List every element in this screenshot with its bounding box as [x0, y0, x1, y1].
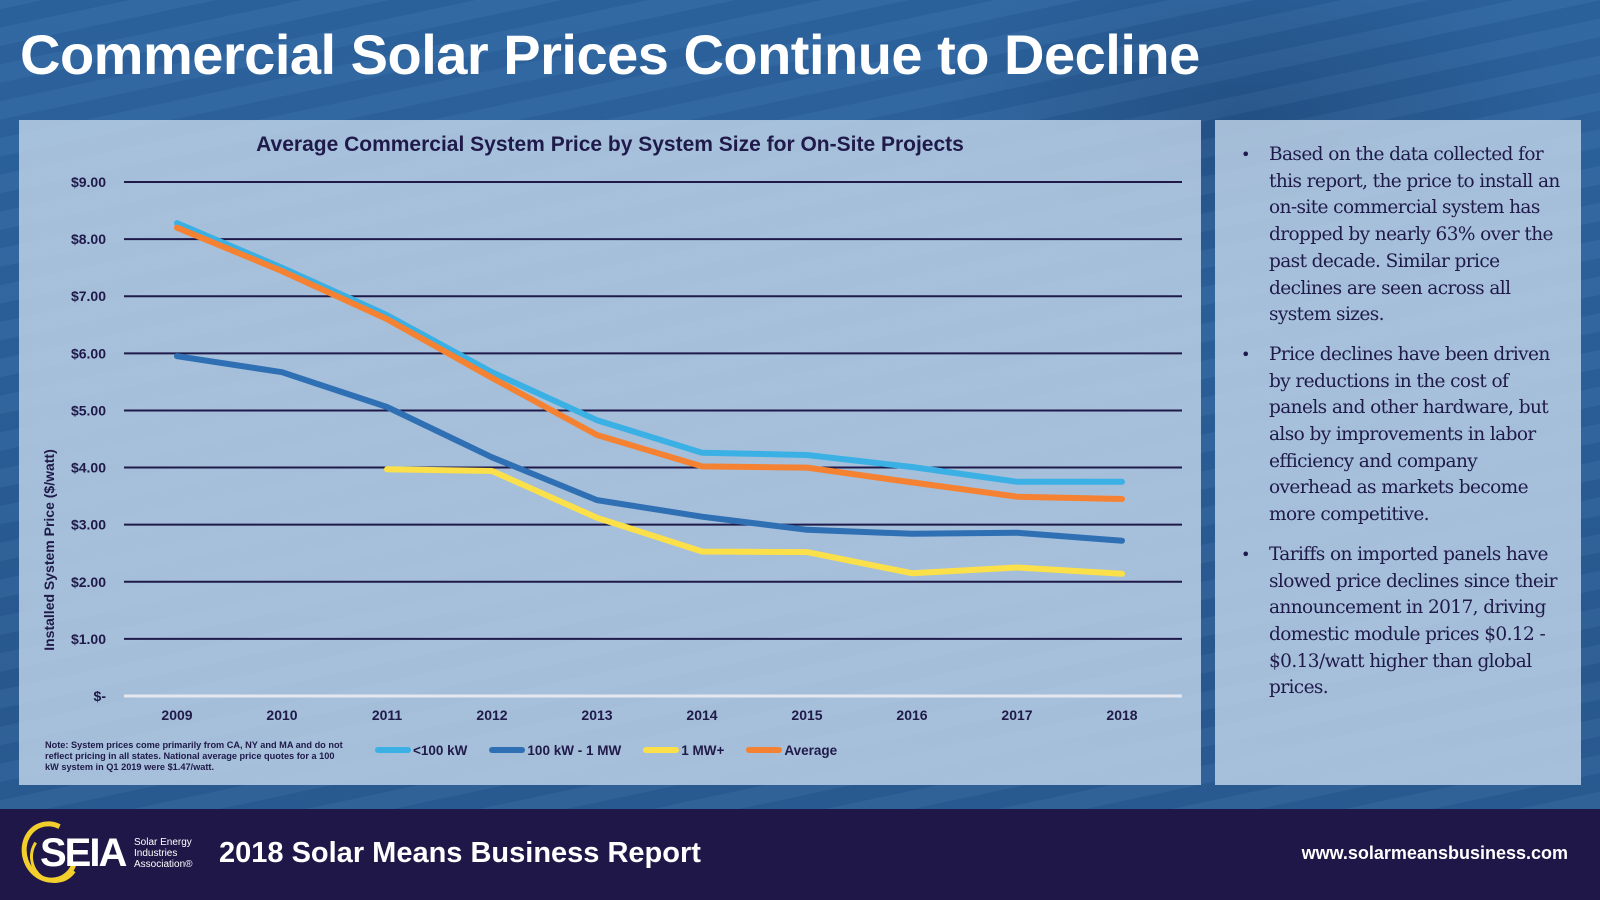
bullet-icon: •	[1241, 344, 1250, 364]
line-chart: $- $1.00 $2.00 $3.00 $4.00 $5.00 $6.00 $7.00 $8.…	[71, 174, 1182, 723]
bullet-icon: •	[1241, 145, 1250, 164]
y-tick-label: $2.00	[71, 574, 106, 590]
legend-item: 100 kW - 1 MW	[489, 743, 621, 758]
y-tick-label: $9.00	[71, 174, 106, 190]
series-line-100-kw-1-mw	[174, 353, 1125, 544]
key-point: • Based on the data collected for this r…	[1215, 142, 1563, 329]
x-tick-label: 2013	[581, 707, 612, 723]
key-point: • Tariffs on imported panels have slowed…	[1215, 542, 1563, 702]
seia-logo[interactable]: SEIA Solar Energy Industries Association…	[13, 813, 202, 891]
logo-subtitle-line: Association®	[134, 859, 193, 870]
y-tick-label: $8.00	[71, 231, 106, 247]
legend-swatch-icon	[643, 747, 680, 753]
x-tick-label: 2015	[791, 707, 822, 723]
x-tick-label: 2016	[896, 707, 927, 723]
x-tick-label: 2014	[686, 707, 717, 723]
legend-item: 1 MW+	[643, 743, 724, 758]
x-tick-label: 2017	[1001, 707, 1032, 723]
logo-subtitle-line: Industries	[134, 848, 178, 859]
key-point: • Price declines have been driven by red…	[1215, 342, 1563, 529]
website-link[interactable]: www.solarmeansbusiness.com	[1301, 843, 1568, 863]
y-tick-label: $1.00	[71, 631, 106, 647]
chart-legend: <100 kW 100 kW - 1 MW 1 MW+ Average	[375, 740, 837, 760]
y-tick-label: $3.00	[71, 517, 106, 533]
legend-swatch-icon	[375, 747, 411, 753]
logo-subtitle: Solar Energy Industries Association®	[134, 837, 193, 870]
report-title: 2018 Solar Means Business Report	[219, 837, 701, 869]
x-tick-label: 2009	[161, 707, 192, 723]
series-line-average	[174, 224, 1125, 502]
chart-title: Average Commercial System Price by Syste…	[256, 133, 964, 156]
chart-panel: $- $1.00 $2.00 $3.00 $4.00 $5.00 $6.00 $7.00 $8.…	[19, 120, 1201, 785]
x-tick-label: 2012	[476, 707, 507, 723]
y-tick-label: $-	[94, 688, 107, 704]
legend-swatch-icon	[746, 747, 783, 753]
x-tick-label: 2018	[1106, 707, 1137, 723]
key-point-text: Price declines have been driven by reduc…	[1269, 343, 1550, 526]
footer: SEIA Solar Energy Industries Association…	[0, 809, 1600, 900]
legend-item: <100 kW	[375, 743, 467, 758]
x-tick-label: 2011	[372, 707, 403, 723]
series-line-1-mw	[384, 466, 1125, 577]
y-tick-label: $5.00	[71, 402, 106, 418]
legend-item: Average	[746, 743, 837, 758]
logo-subtitle-line: Solar Energy	[134, 837, 192, 848]
bullet-icon: •	[1241, 544, 1250, 564]
key-points-list: • Based on the data collected for this r…	[1215, 120, 1581, 702]
y-tick-label: $6.00	[71, 345, 106, 361]
page-title: Commercial Solar Prices Continue to Decl…	[20, 23, 1200, 86]
legend-swatch-icon	[489, 747, 526, 753]
legend-label: 100 kW - 1 MW	[527, 742, 622, 758]
x-tick-label: 2010	[266, 707, 297, 723]
legend-label: Average	[784, 742, 838, 758]
key-point-text: Based on the data collected for this rep…	[1269, 144, 1560, 326]
chart-note: Note: System prices come primarily from …	[45, 740, 343, 772]
legend-label: <100 kW	[413, 742, 468, 758]
logo-wordmark: SEIA	[40, 831, 127, 875]
legend-label: 1 MW+	[681, 742, 725, 758]
key-points-panel: • Based on the data collected for this r…	[1215, 120, 1581, 785]
y-tick-label: $4.00	[71, 460, 106, 476]
series-line-100-kw	[174, 220, 1125, 485]
key-point-text: Tariffs on imported panels have slowed p…	[1269, 543, 1557, 699]
y-tick-label: $7.00	[71, 288, 106, 304]
y-axis-label: Installed System Price ($/watt)	[41, 449, 57, 651]
